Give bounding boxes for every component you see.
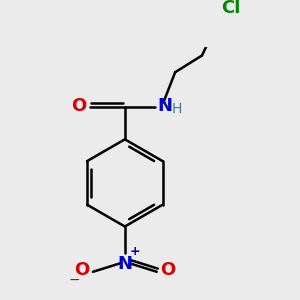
Text: −: − [69, 273, 80, 287]
Text: O: O [71, 97, 86, 115]
Text: O: O [74, 261, 90, 279]
Text: Cl: Cl [221, 0, 241, 17]
Text: O: O [160, 261, 175, 279]
Text: +: + [130, 245, 140, 258]
Text: N: N [117, 255, 132, 273]
Text: H: H [172, 102, 182, 116]
Text: N: N [158, 97, 172, 115]
